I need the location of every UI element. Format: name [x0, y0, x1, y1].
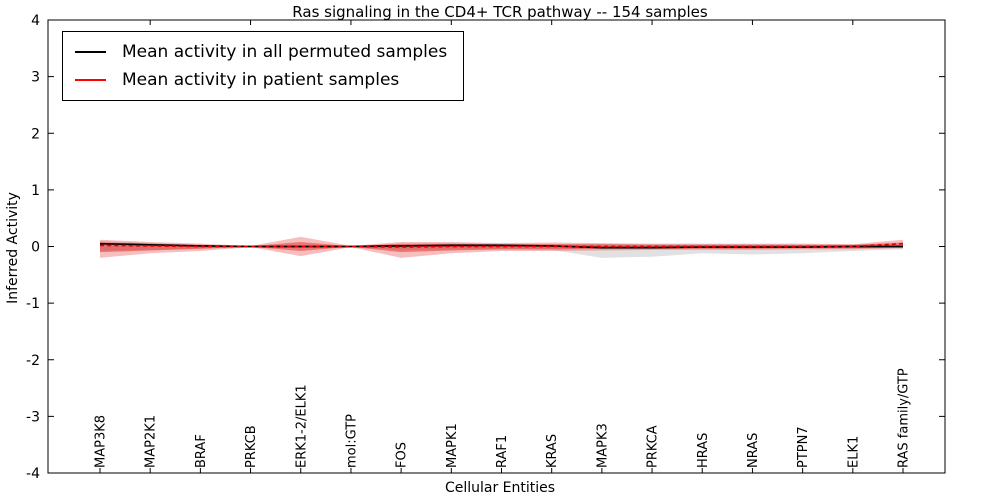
band-patient-samples-inner-range — [100, 241, 903, 253]
x-tick-label: ELK1 — [846, 436, 861, 468]
band-permuted-samples-range — [100, 240, 903, 258]
legend-box: Mean activity in all permuted samples Me… — [62, 31, 465, 101]
x-tick-label: mol:GTP — [344, 414, 359, 468]
y-tick-label: 0 — [31, 240, 40, 256]
x-tick-label: BRAF — [194, 434, 209, 468]
x-tick-label: RAF1 — [495, 435, 510, 468]
y-tick-label: -3 — [26, 409, 40, 425]
chart-title: Ras signaling in the CD4+ TCR pathway --… — [292, 3, 708, 21]
x-tick-label: PTPN7 — [796, 426, 811, 468]
y-tick-label: 1 — [31, 183, 40, 199]
legend-line-patient — [75, 79, 106, 81]
x-tick-label: MAPK3 — [595, 423, 610, 468]
x-axis-label: Cellular Entities — [444, 480, 556, 496]
y-tick-label: 2 — [31, 126, 40, 142]
x-tick-label: PRKCB — [244, 425, 259, 468]
x-tick-label: PRKCA — [646, 425, 661, 468]
band-patient-samples-outer-range — [100, 236, 903, 258]
legend-item-permuted: Mean activity in all permuted samples — [75, 38, 447, 66]
x-tick-label: NRAS — [746, 433, 761, 468]
x-tick-label: ERK1-2/ELK1 — [294, 384, 309, 468]
legend-label-permuted: Mean activity in all permuted samples — [122, 42, 448, 62]
x-tick-label: MAP2K1 — [144, 415, 159, 468]
x-tick-label: RAS family/GTP — [897, 368, 912, 468]
legend-line-permuted — [75, 51, 106, 53]
x-tick-label: KRAS — [545, 434, 560, 468]
series-line-permuted — [99, 242, 903, 249]
legend-item-patient: Mean activity in patient samples — [75, 66, 447, 94]
x-tick-label: FOS — [395, 442, 410, 468]
y-tick-label: -2 — [26, 353, 40, 369]
x-tick-label: HRAS — [696, 433, 711, 468]
y-tick-label: 3 — [31, 70, 40, 86]
x-tick-label: MAPK1 — [445, 423, 460, 468]
x-tick-label: MAP3K8 — [94, 415, 109, 468]
y-tick-label: 4 — [31, 13, 40, 29]
legend-label-patient: Mean activity in patient samples — [122, 70, 400, 90]
y-tick-label: -1 — [26, 296, 40, 312]
y-tick-label: -4 — [26, 466, 40, 482]
y-axis-label: Inferred Activity — [5, 192, 21, 304]
